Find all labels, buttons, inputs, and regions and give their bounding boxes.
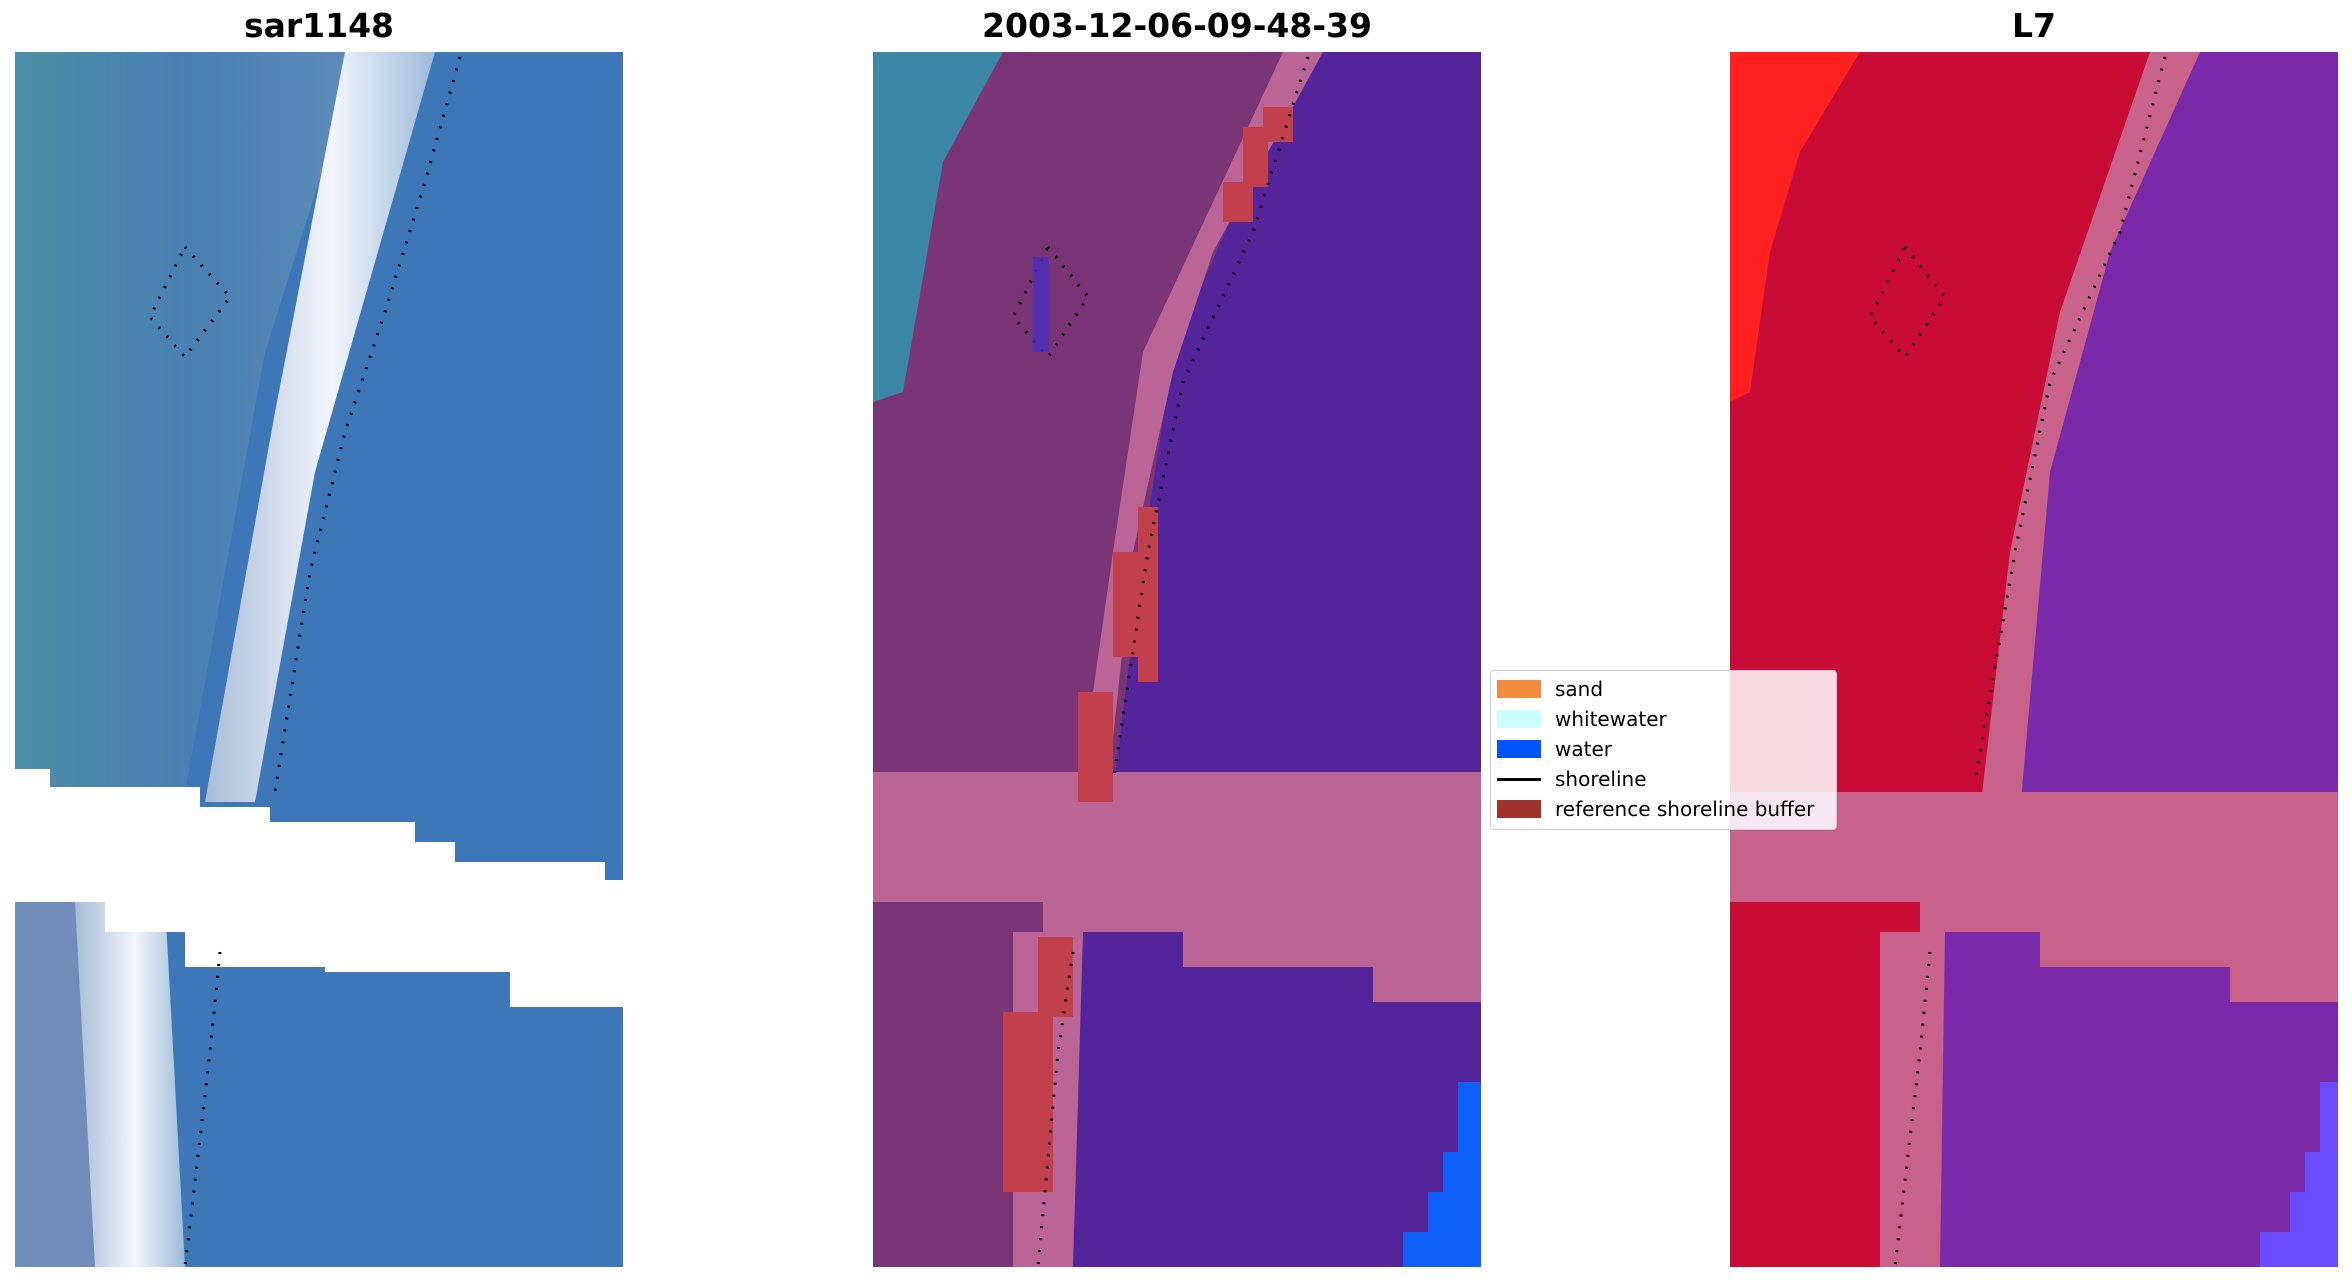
legend-item-sand: sand: [1497, 675, 1603, 703]
panel-title-index: L7: [2012, 6, 2056, 45]
legend-swatch-water: [1497, 740, 1541, 758]
legend-swatch-reference-buffer: [1497, 800, 1541, 818]
legend-swatch-sand: [1497, 680, 1541, 698]
legend-item-whitewater: whitewater: [1497, 705, 1667, 733]
legend-label: water: [1555, 737, 1612, 761]
index-image: [1730, 52, 2338, 1267]
legend-label: sand: [1555, 677, 1604, 701]
legend-label: whitewater: [1555, 707, 1667, 731]
panel-title-classified: 2003-12-06-09-48-39: [982, 6, 1372, 45]
rgb-image: [15, 52, 623, 1267]
rgb-image-panel: [15, 52, 623, 1267]
legend-line-shoreline: [1497, 777, 1541, 781]
legend-label: shoreline: [1555, 767, 1647, 791]
legend: sand whitewater water shoreline referenc…: [1490, 670, 1837, 830]
classified-image-panel: [873, 52, 1481, 1267]
legend-item-reference-buffer: reference shoreline buffer: [1497, 795, 1814, 823]
classified-image: [873, 52, 1481, 1267]
legend-item-shoreline: shoreline: [1497, 765, 1647, 793]
legend-label: reference shoreline buffer: [1555, 797, 1815, 821]
legend-item-water: water: [1497, 735, 1612, 763]
legend-swatch-whitewater: [1497, 710, 1541, 728]
panel-title-rgb: sar1148: [243, 6, 395, 45]
index-image-panel: [1730, 52, 2338, 1267]
